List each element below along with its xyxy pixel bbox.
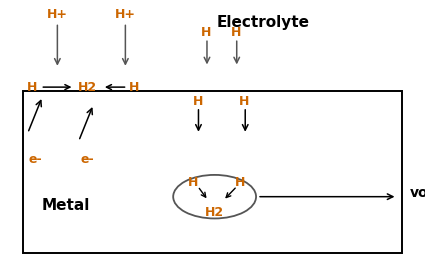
Bar xyxy=(23,91,402,253)
Text: H2: H2 xyxy=(205,206,224,219)
Text: H: H xyxy=(129,81,139,94)
Text: e-: e- xyxy=(80,153,94,166)
Text: H: H xyxy=(239,95,249,108)
Text: e-: e- xyxy=(28,153,42,166)
Text: H: H xyxy=(231,26,241,40)
Text: Metal: Metal xyxy=(42,199,90,213)
Text: Electrolyte: Electrolyte xyxy=(217,15,310,30)
Text: H+: H+ xyxy=(115,8,136,21)
Text: H: H xyxy=(201,26,211,40)
Text: H: H xyxy=(188,176,198,189)
Text: H+: H+ xyxy=(47,8,68,21)
Text: void: void xyxy=(410,186,425,200)
Text: H: H xyxy=(235,176,245,189)
Text: H: H xyxy=(193,95,203,108)
Text: H: H xyxy=(27,81,37,94)
Text: H2: H2 xyxy=(77,81,96,94)
